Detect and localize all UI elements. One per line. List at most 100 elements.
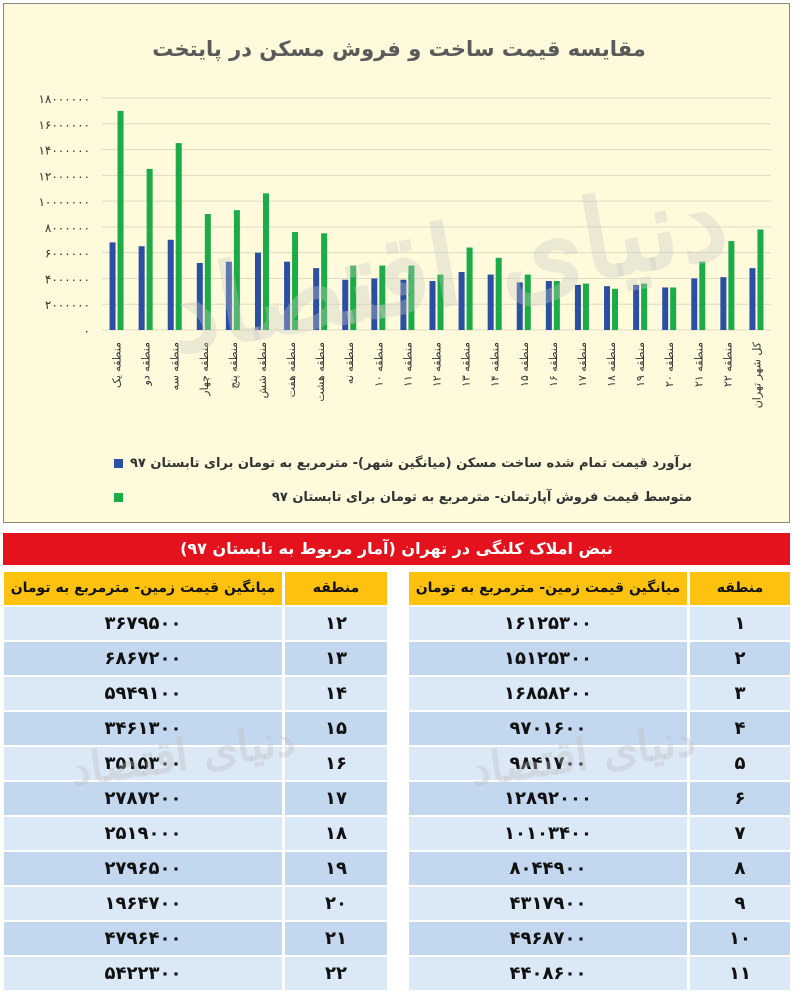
region-cell: ۳ [690, 677, 790, 710]
legend-swatch-build-cost [114, 459, 123, 468]
table-row: ۱۸ ۲۵۱۹۰۰۰ [2, 817, 387, 852]
legend-label-sale-price: متوسط قیمت فروش آپارتمان- مترمربع به توم… [272, 488, 692, 505]
watermark-chart: دنیای اقتصاد [158, 154, 737, 379]
bar-sale-price [321, 233, 328, 330]
y-tick-label: ۱۰۰۰۰۰۰۰ [38, 195, 90, 209]
region-cell: ۷ [690, 817, 790, 850]
table-row: ۴ ۹۷۰۱۶۰۰ [407, 712, 792, 747]
table-row: ۱۹ ۲۷۹۶۵۰۰ [2, 852, 387, 887]
bar-build-cost [400, 279, 407, 330]
x-category-label: منطقه ۱۹ [634, 342, 647, 387]
region-cell: ۱ [690, 607, 790, 640]
region-cell: ۲۱ [285, 922, 387, 955]
table-row: ۳ ۱۶۸۵۸۲۰۰ [407, 677, 792, 712]
price-cell: ۴۴۰۸۶۰۰ [409, 957, 687, 990]
region-cell: ۱۴ [285, 677, 387, 710]
price-cell: ۵۹۴۹۱۰۰ [4, 677, 282, 710]
y-tick-label: ۶۰۰۰۰۰۰ [45, 247, 90, 261]
region-cell: ۱۳ [285, 642, 387, 675]
x-category-label: منطقه یک [111, 342, 124, 388]
x-category-label: منطقه ۱۶ [547, 342, 560, 387]
bar-sale-price [233, 210, 240, 330]
price-cell: ۹۸۴۱۷۰۰ [409, 747, 687, 780]
legend-label-build-cost: برآورد قیمت تمام شده ساخت مسکن (میانگین … [130, 454, 692, 471]
bar-build-cost [138, 246, 145, 330]
region-cell: ۱۱ [690, 957, 790, 990]
price-cell: ۱۹۶۴۷۰۰ [4, 887, 282, 920]
bar-build-cost [633, 284, 640, 330]
y-tick-label: ۰ [84, 324, 90, 338]
bar-sale-price [175, 143, 182, 330]
table-row: ۹ ۴۳۱۷۹۰۰ [407, 887, 792, 922]
price-cell: ۱۶۱۲۵۳۰۰ [409, 607, 687, 640]
bar-build-cost [545, 281, 552, 330]
bar-build-cost [254, 252, 261, 330]
region-cell: ۱۷ [285, 782, 387, 815]
bar-build-cost [371, 278, 378, 330]
table-row: ۱۰ ۴۹۶۸۷۰۰ [407, 922, 792, 957]
region-cell: ۴ [690, 712, 790, 745]
bar-build-cost [342, 279, 349, 330]
price-cell: ۲۷۸۷۲۰۰ [4, 782, 282, 815]
bar-sale-price [728, 241, 735, 330]
chart-title: مقایسه قیمت ساخت و فروش مسکن در پایتخت [152, 37, 646, 61]
bar-sale-price [379, 265, 386, 330]
x-category-label: منطقه نه [343, 342, 356, 384]
bar-sale-price [350, 265, 357, 330]
bar-build-cost [720, 277, 727, 330]
table-row: ۱۲ ۳۶۷۹۵۰۰ [2, 607, 387, 642]
price-cell: ۴۹۶۸۷۰۰ [409, 922, 687, 955]
table-row: ۱۳ ۶۸۶۷۲۰۰ [2, 642, 387, 677]
bar-sale-price [204, 214, 211, 330]
table-row: ۱۵ ۳۴۶۱۳۰۰ [2, 712, 387, 747]
region-cell: ۱۲ [285, 607, 387, 640]
bar-sale-price [670, 287, 677, 330]
bar-build-cost [604, 286, 611, 330]
table-row: ۲۱ ۴۷۹۶۴۰۰ [2, 922, 387, 957]
header-price: میانگین قیمت زمین- مترمربع به تومان [4, 572, 282, 605]
bar-sale-price [262, 193, 269, 330]
bar-build-cost [458, 272, 465, 330]
table-row: ۱۴ ۵۹۴۹۱۰۰ [2, 677, 387, 712]
region-cell: ۲ [690, 642, 790, 675]
region-cell: ۱۹ [285, 852, 387, 885]
region-cell: ۱۶ [285, 747, 387, 780]
table-row: ۱ ۱۶۱۲۵۳۰۰ [407, 607, 792, 642]
bar-sale-price [117, 110, 124, 330]
y-tick-label: ۴۰۰۰۰۰۰ [45, 272, 90, 286]
y-tick-label: ۲۰۰۰۰۰۰ [45, 298, 90, 312]
x-category-label: منطقه هفت [285, 342, 298, 397]
price-cell: ۳۶۷۹۵۰۰ [4, 607, 282, 640]
bar-build-cost [749, 268, 756, 330]
price-cell: ۲۵۱۹۰۰۰ [4, 817, 282, 850]
bar-build-cost [487, 274, 494, 330]
region-cell: ۹ [690, 887, 790, 920]
x-category-label: منطقه سه [169, 342, 182, 390]
legend-swatch-sale-price [114, 493, 123, 502]
header-region: منطقه [285, 572, 387, 605]
bar-build-cost [574, 284, 581, 330]
x-category-label: منطقه ۱۷ [576, 342, 589, 387]
x-category-label: منطقه ۱۰ [372, 342, 385, 387]
x-category-label: منطقه چهار [198, 342, 211, 397]
y-tick-label: ۱۲۰۰۰۰۰۰ [38, 169, 90, 183]
header-region: منطقه [690, 572, 790, 605]
bar-sale-price [437, 274, 444, 330]
price-cell: ۳۴۶۱۳۰۰ [4, 712, 282, 745]
bar-build-cost [516, 282, 523, 330]
region-cell: ۲۲ [285, 957, 387, 990]
x-category-label: منطقه ۱۳ [460, 342, 473, 387]
price-cell: ۶۸۶۷۲۰۰ [4, 642, 282, 675]
bar-sale-price [612, 288, 619, 330]
bar-build-cost [691, 278, 698, 330]
region-cell: ۲۰ [285, 887, 387, 920]
x-category-label: کل شهر تهران [750, 341, 763, 408]
table-row: ۶ ۱۲۸۹۲۰۰۰ [407, 782, 792, 817]
bar-sale-price [553, 281, 560, 330]
price-cell: ۱۰۱۰۳۴۰۰ [409, 817, 687, 850]
bar-sale-price [699, 261, 706, 330]
chart-panel: مقایسه قیمت ساخت و فروش مسکن در پایتخت ۰ ۲… [3, 3, 790, 523]
x-category-label: منطقه ۱۱ [401, 342, 414, 387]
y-tick-label: ۱۴۰۰۰۰۰۰ [38, 144, 90, 158]
x-category-label: منطقه ۱۴ [489, 342, 502, 387]
